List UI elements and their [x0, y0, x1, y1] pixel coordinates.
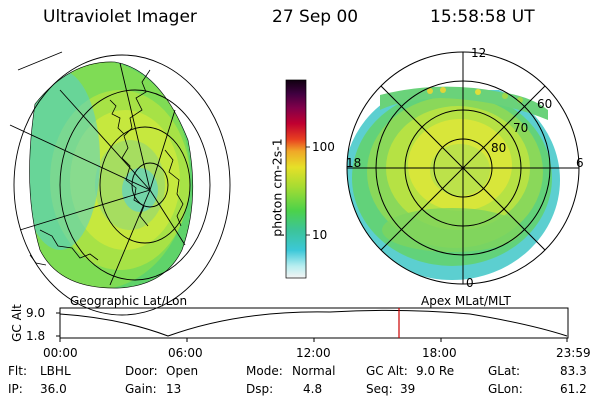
geo-grid [9, 51, 231, 316]
status-seq-val: 39 [400, 382, 416, 396]
altitude-xtick-label: 18:00 [422, 346, 457, 360]
altitude-xtick-label: 00:00 [43, 346, 78, 360]
altitude-ylabel: GC Alt [10, 304, 24, 342]
mlt-label-12: 12 [471, 46, 487, 60]
date-label: 27 Sep 00 [272, 7, 359, 27]
status-door-key: Door: [125, 364, 158, 378]
altitude-ytick-label: 9.0 [26, 306, 46, 320]
geo-aurora-image [29, 61, 193, 289]
polar-grid [346, 51, 580, 285]
status-dsp-val: 4.8 [303, 382, 323, 396]
status-gcalt-val: 9.0 Re [416, 364, 455, 378]
altitude-xtick-label: 06:00 [168, 346, 203, 360]
status-mode-key: Mode: [246, 364, 283, 378]
altitude-xtick-label: 23:59 [556, 346, 591, 360]
mlt-label-6: 6 [576, 156, 584, 170]
altitude-curve [59, 309, 568, 337]
status-glon-val: 61.2 [560, 382, 587, 396]
status-gcalt-key: GC Alt: [366, 364, 408, 378]
colorbar-tick-label: 100 [312, 140, 335, 154]
mlat-label-60: 60 [537, 97, 553, 111]
status-seq-key: Seq: [366, 382, 393, 396]
geo-panel-label: Geographic Lat/Lon [70, 294, 188, 308]
status-glat-val: 83.3 [560, 364, 587, 378]
status-dsp-key: Dsp: [246, 382, 274, 396]
mlat-label-80: 80 [491, 141, 507, 155]
colorbar-tick-label: 10 [312, 228, 328, 242]
status-gain-key: Gain: [125, 382, 157, 396]
altitude-xtick-label: 12:00 [296, 346, 331, 360]
status-glon-key: GLon: [488, 382, 523, 396]
mlt-label-0: 0 [466, 276, 474, 290]
status-glat-key: GLat: [488, 364, 521, 378]
instrument-title: Ultraviolet Imager [43, 7, 197, 27]
altitude-plot-frame [59, 307, 569, 339]
status-mode-val: Normal [292, 364, 336, 378]
altitude-ytick-label: 1.8 [26, 329, 46, 343]
geo-coastlines [29, 69, 184, 266]
polar-panel-label: Apex MLat/MLT [421, 294, 511, 308]
mlat-label-70: 70 [513, 121, 529, 135]
mlt-label-18: 18 [346, 156, 362, 170]
status-ip-val: 36.0 [40, 382, 67, 396]
time-label: 15:58:58 UT [430, 7, 535, 27]
status-ip-key: IP: [8, 382, 23, 396]
status-gain-val: 13 [166, 382, 182, 396]
status-flt-key: Flt: [8, 364, 27, 378]
status-flt-val: LBHL [40, 364, 71, 378]
status-door-val: Open [166, 364, 199, 378]
colorbar-gradient [285, 79, 307, 279]
